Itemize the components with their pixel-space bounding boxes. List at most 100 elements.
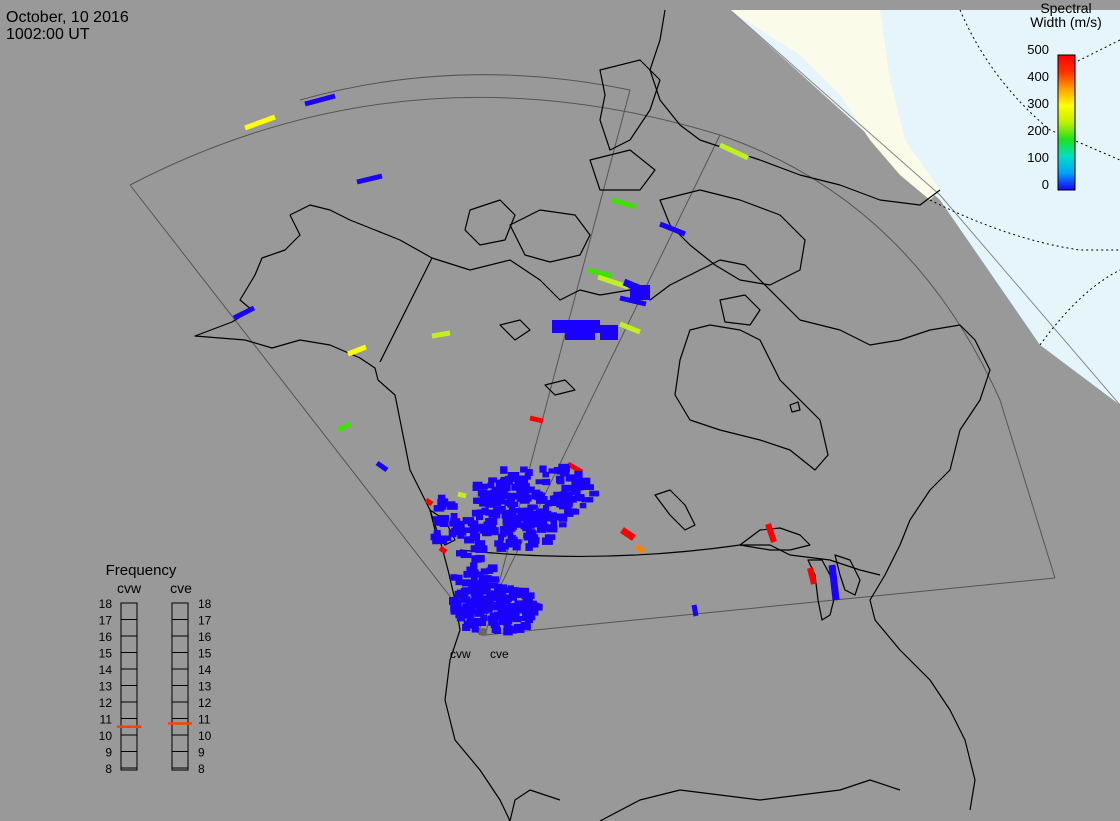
scatter-echo	[450, 574, 458, 581]
scatter-echo	[468, 618, 479, 627]
frequency-tick-label: 8	[105, 762, 112, 776]
scatter-echo	[498, 533, 505, 541]
alaska-north-coast	[289, 204, 433, 259]
scatter-echo	[471, 533, 480, 541]
scatter-echo	[535, 479, 543, 485]
frequency-tick-label: 16	[198, 630, 212, 644]
scatter-echo	[571, 484, 578, 491]
scatter-echo	[542, 523, 549, 531]
frequency-tick-label: 9	[198, 746, 205, 760]
scatter-echo	[470, 545, 480, 553]
scatter-echo	[468, 604, 475, 610]
frequency-tick-label: 15	[198, 647, 212, 661]
scatter-echo	[455, 605, 468, 613]
lake-superior	[739, 527, 811, 551]
frequency-tick-label: 11	[198, 713, 211, 727]
scatter-echo	[558, 495, 568, 502]
scatter-echo	[499, 526, 510, 534]
frequency-tick-label: 15	[99, 647, 113, 661]
us-canada-border	[459, 544, 881, 576]
scatter-echo	[512, 625, 525, 633]
scatter-echo	[431, 330, 451, 339]
scatter-echo	[522, 608, 532, 615]
scatter-echo	[487, 598, 494, 606]
radar-site-marker[interactable]	[479, 628, 487, 636]
scatter-echo	[496, 602, 504, 609]
scatter-echo	[490, 489, 502, 497]
frequency-tick-label: 10	[198, 729, 212, 743]
scatter-echo	[515, 475, 526, 482]
scatter-echo	[471, 509, 479, 517]
frequency-tick-label: 13	[99, 680, 113, 694]
scatter-echo	[619, 321, 641, 335]
scatter-echo	[533, 516, 542, 522]
scatter-echo	[460, 552, 472, 559]
scatter-echo	[472, 580, 481, 587]
scatter-echo	[476, 524, 489, 532]
scatter-echo	[527, 504, 538, 510]
scatter-echo	[479, 584, 491, 592]
frequency-tick-label: 18	[99, 597, 113, 611]
scatter-echo	[563, 492, 573, 498]
scatter-echo	[539, 465, 547, 473]
freq-cve-label: cve	[170, 580, 192, 596]
scatter-echo	[454, 590, 462, 599]
scatter-echo	[457, 491, 467, 499]
scatter-echo	[430, 533, 441, 541]
scatter-echo	[424, 497, 434, 507]
scatter-echo	[487, 576, 500, 583]
legend-tick-label: 400	[1027, 69, 1049, 84]
scatter-echo	[463, 613, 472, 619]
scatter-echo	[525, 469, 533, 476]
scatter-echo	[450, 513, 458, 519]
alaska-coast	[194, 214, 379, 381]
lake-huron	[834, 554, 861, 596]
scatter-echo	[482, 531, 492, 537]
scatter-echo	[514, 481, 527, 489]
scatter-echo	[495, 479, 503, 488]
scatter-echo	[474, 618, 484, 624]
frequency-tick-label: 13	[198, 680, 212, 694]
scatter-echo	[559, 491, 567, 498]
scatter-echo	[499, 505, 506, 514]
scatter-echo	[460, 527, 471, 533]
timestamp: October, 10 2016 1002:00 UT	[6, 9, 129, 43]
scatter-echo	[499, 483, 511, 492]
scatter-echo	[477, 489, 488, 497]
scatter-echo	[564, 509, 574, 517]
scatter-echo	[574, 494, 585, 502]
arctic-coast	[431, 257, 801, 321]
scatter-echo	[534, 492, 545, 501]
scatter-echo	[462, 603, 472, 611]
scatter-echo	[659, 221, 686, 237]
ellesmere-island	[599, 59, 661, 151]
labrador-coast	[799, 319, 991, 546]
scatter-echo	[336, 421, 352, 433]
small-island-1	[499, 319, 531, 341]
scatter-echo	[542, 537, 553, 545]
scatter-echo	[512, 544, 521, 551]
scatter-echo	[450, 604, 459, 611]
scatter-echo	[432, 538, 439, 545]
scatter-echo	[476, 509, 485, 515]
scatter-echo	[493, 509, 501, 517]
frequency-tick-label: 14	[198, 663, 212, 677]
frequency-tick-label: 11	[100, 713, 113, 727]
scatter-echo	[551, 495, 559, 502]
scatter-echo	[549, 512, 557, 520]
scatter-echo	[552, 320, 600, 333]
scatter-echo	[439, 535, 452, 541]
scatter-echo	[522, 509, 534, 517]
banks-island	[464, 199, 516, 246]
scatter-echo	[528, 486, 535, 493]
scatter-echo	[478, 576, 488, 583]
frequency-scale-box	[171, 602, 189, 771]
scatter-echo	[521, 488, 530, 495]
cve-site-label: cve	[490, 647, 509, 661]
frequency-scale-box	[120, 602, 138, 771]
scatter-echo	[516, 516, 529, 522]
frequency-tick-label: 17	[99, 614, 113, 628]
scatter-echo	[493, 611, 505, 619]
scatter-echo	[528, 540, 539, 548]
scatter-echo	[489, 612, 496, 621]
